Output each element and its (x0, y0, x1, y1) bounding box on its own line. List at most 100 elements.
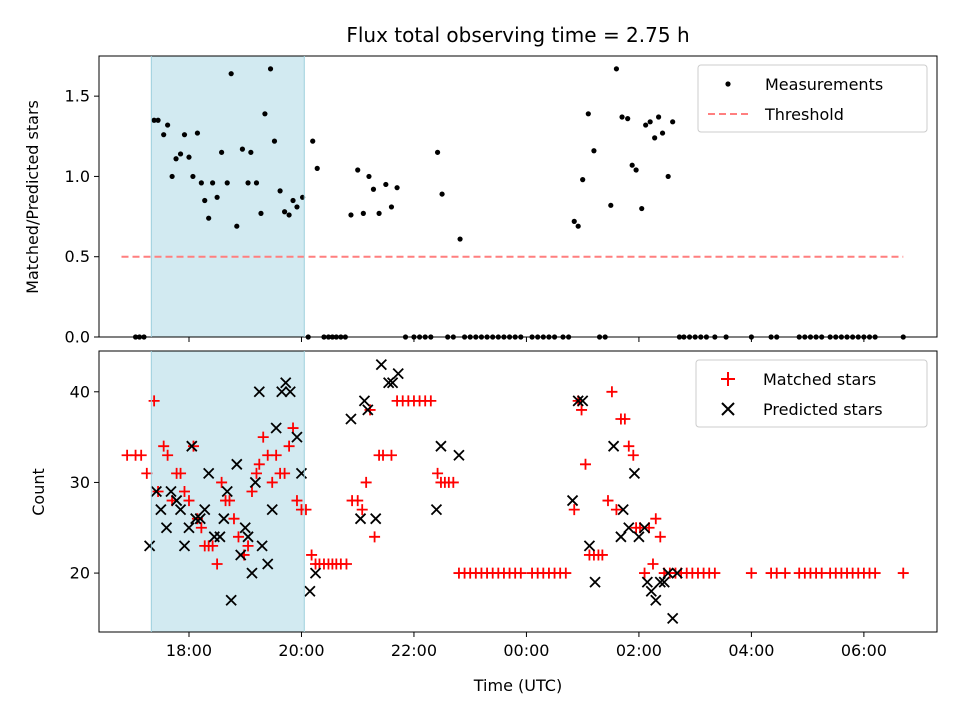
measurement-point (198, 180, 204, 186)
predicted-star-point (309, 567, 322, 579)
measurement-point (348, 212, 354, 218)
predicted-star-point (650, 594, 662, 606)
predicted-star-point (270, 422, 282, 434)
predicted-star-point (199, 503, 211, 516)
matched-star-point (246, 486, 258, 497)
predicted-star-point (183, 522, 195, 534)
measurement-point (262, 111, 268, 117)
matched-star-point (300, 504, 312, 516)
legend-matched-label: Matched stars (763, 370, 876, 389)
measurement-point (290, 197, 296, 204)
predicted-star-point (203, 467, 215, 480)
matched-star-point (340, 558, 352, 570)
bottom-panel: 18:00 20:00 22:00 00:00 02:00 04:00 06:00 20 30 4… (29, 350, 938, 695)
x-tick-label: 04:00 (728, 641, 774, 660)
predicted-star-point (583, 540, 596, 552)
matched-star-point (709, 567, 721, 579)
y-tick-label: 0.0 (65, 328, 90, 347)
matched-star-point (360, 476, 372, 488)
bottom-panel-marks (121, 358, 909, 625)
predicted-star-point (345, 413, 357, 425)
predicted-star-point (221, 485, 233, 498)
predicted-star-point (280, 377, 292, 389)
matched-star-point (270, 449, 282, 461)
matched-star-point (187, 440, 199, 452)
matched-star-point (232, 531, 244, 543)
matched-star-point (253, 458, 265, 470)
measurement-point (258, 210, 264, 216)
measurement-point (613, 66, 620, 72)
matched-star-point (623, 440, 635, 452)
matched-star-point (183, 495, 195, 507)
measurement-point (228, 71, 234, 77)
matched-star-point (216, 476, 228, 488)
measurement-point (186, 154, 192, 160)
measurement-point (294, 204, 300, 210)
matched-star-point (178, 486, 190, 497)
matched-star-point (162, 449, 174, 461)
measurement-point (619, 114, 625, 120)
legend-measurements-label: Measurements (765, 75, 883, 94)
matched-star-point (352, 495, 364, 507)
predicted-star-point (262, 558, 274, 570)
matched-star-point (211, 558, 223, 570)
measurement-point (376, 210, 382, 216)
measurement-point (580, 177, 586, 183)
predicted-star-point (386, 377, 399, 389)
predicted-star-point (295, 467, 308, 480)
x-tick-label: 00:00 (503, 641, 549, 660)
predicted-star-point (246, 567, 258, 579)
predicted-star-point (638, 522, 651, 534)
matched-star-point (602, 495, 614, 507)
predicted-star-point (435, 440, 447, 452)
bottom-panel-axes: 18:00 20:00 22:00 00:00 02:00 04:00 06:00 20 30 4… (70, 382, 887, 660)
predicted-star-point (654, 576, 666, 588)
matched-star-point (745, 567, 757, 579)
bottom-legend-box (695, 359, 928, 428)
matched-star-point (654, 531, 666, 543)
top-y-axis-label: Matched/Predicted stars (23, 100, 42, 294)
matched-star-point (356, 504, 368, 516)
measurement-point (224, 180, 230, 186)
measurement-point (190, 173, 196, 180)
measurement-point (248, 149, 254, 155)
measurement-point (665, 173, 671, 180)
top-panel-axes: 0.0 0.5 1.0 1.5 (65, 87, 865, 347)
x-tick-label: 20:00 (278, 641, 324, 660)
matched-star-point (647, 558, 659, 570)
predicted-star-point (225, 594, 237, 606)
predicted-star-point (354, 513, 367, 525)
predicted-star-point (235, 549, 247, 561)
matched-star-point (242, 540, 254, 552)
measurement-point (457, 236, 463, 242)
matched-star-point (576, 404, 588, 416)
measurement-point (267, 66, 274, 72)
matched-star-point (306, 549, 318, 561)
matched-star-point (515, 567, 527, 579)
matched-star-point (175, 467, 187, 479)
measurement-point (656, 114, 662, 120)
matched-star-point (364, 404, 376, 416)
measurement-point (366, 173, 372, 180)
y-tick-label: 30 (70, 473, 90, 492)
chart-title: Flux total observing time = 2.75 h (346, 23, 689, 47)
predicted-star-point (392, 368, 404, 380)
measurement-point (194, 130, 201, 136)
predicted-star-point (242, 531, 254, 543)
measurement-point (652, 135, 658, 141)
predicted-star-point (607, 440, 620, 452)
legend-measurements-marker (725, 81, 731, 87)
measurement-point (177, 151, 184, 157)
y-tick-label: 1.5 (65, 87, 90, 106)
measurement-point (394, 185, 400, 191)
measurement-point (253, 180, 260, 186)
x-tick-label: 22:00 (391, 641, 437, 660)
matched-star-point (650, 513, 662, 525)
measurement-point (647, 119, 653, 125)
matched-star-point (287, 422, 299, 434)
matched-star-point (369, 531, 381, 543)
matched-star-point (619, 413, 631, 425)
x-tick-label: 18:00 (166, 641, 212, 660)
predicted-star-point (615, 531, 627, 543)
